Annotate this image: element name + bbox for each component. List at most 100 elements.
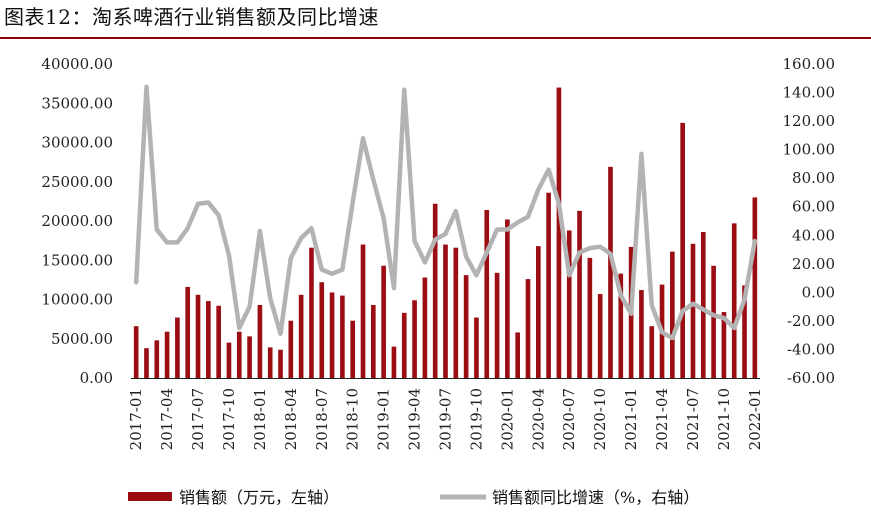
bar-2019-01 — [381, 265, 386, 378]
x-tick-label: 2020-01 — [498, 388, 516, 450]
bar-2018-07 — [319, 282, 325, 378]
bar-2017-09 — [216, 305, 221, 378]
right-tick-label: -60.00 — [787, 369, 835, 387]
bar-2017-03 — [154, 340, 160, 378]
bar-2018-02 — [267, 347, 273, 378]
left-axis: 0.00 5000.00 10000.00 15000.00 20000.00 25000… — [41, 55, 113, 387]
bar-2019-08 — [453, 247, 459, 378]
x-tick-label: 2021-10 — [715, 388, 733, 450]
left-tick-label: 35000.00 — [41, 94, 113, 112]
x-tick-label: 2020-04 — [529, 388, 547, 450]
title-divider — [0, 37, 871, 39]
bar-2019-12 — [494, 272, 500, 378]
bar-2017-05 — [175, 317, 180, 378]
bar-2017-11 — [236, 331, 242, 378]
legend-bar-swatch — [128, 492, 172, 501]
bar-2020-06 — [556, 87, 562, 379]
x-tick-label: 2020-10 — [591, 388, 609, 450]
bar-2020-11 — [608, 166, 613, 378]
right-tick-label: 100.00 — [783, 141, 836, 159]
x-tick-label: 2021-01 — [622, 388, 640, 450]
right-tick-label: 40.00 — [792, 226, 835, 244]
bar-2021-06 — [680, 122, 685, 379]
left-tick-label: 25000.00 — [41, 173, 113, 191]
x-tick-label: 2018-01 — [251, 388, 269, 450]
x-tick-label: 2022-01 — [746, 388, 764, 450]
right-axis: -60.00 -40.00 -20.00 0.00 20.00 40.00 60.00 80.… — [783, 55, 836, 387]
bar-2021-10 — [721, 312, 727, 378]
bar-2017-08 — [206, 301, 211, 378]
x-tick-label: 2017-04 — [158, 388, 176, 450]
bar-2019-11 — [484, 210, 490, 378]
bar-2017-02 — [144, 348, 149, 378]
right-tick-label: -20.00 — [787, 312, 835, 330]
bar-2020-09 — [587, 257, 593, 378]
bar-2021-05 — [670, 251, 675, 378]
yoy-growth-line — [133, 84, 758, 341]
bar-2021-09 — [711, 265, 716, 378]
x-tick-label: 2019-10 — [467, 388, 485, 450]
left-tick-label: 30000.00 — [41, 134, 113, 152]
x-tick-label: 2018-07 — [313, 388, 331, 450]
bar-2018-06 — [309, 247, 314, 378]
right-tick-label: 80.00 — [792, 169, 835, 187]
bar-2019-03 — [401, 312, 407, 378]
bar-2020-04 — [535, 246, 541, 378]
right-tick-label: 120.00 — [783, 112, 836, 130]
bar-2017-12 — [247, 336, 252, 378]
x-tick-label: 2018-04 — [282, 388, 300, 450]
right-tick-label: 140.00 — [783, 84, 836, 102]
left-tick-label: 10000.00 — [41, 291, 113, 309]
bar-2018-03 — [278, 349, 283, 378]
bar-2019-05 — [422, 277, 428, 378]
bar-2021-11 — [731, 223, 737, 378]
bar-2019-02 — [391, 346, 397, 378]
bar-2019-04 — [412, 300, 417, 378]
x-tick-label: 2017-10 — [220, 388, 238, 450]
bar-2020-03 — [525, 279, 531, 378]
bar-2020-12 — [618, 273, 624, 378]
bar-2022-01 — [752, 197, 758, 378]
bar-2018-12 — [371, 305, 376, 378]
bar-2021-12 — [742, 285, 747, 378]
bar-2018-08 — [329, 292, 335, 378]
x-tick-label: 2019-04 — [406, 388, 424, 450]
bar-2020-05 — [546, 192, 551, 378]
legend-bar-label: 销售额（万元，左轴） — [179, 488, 339, 507]
x-tick-label: 2017-01 — [127, 388, 145, 450]
bar-2020-08 — [577, 210, 582, 378]
bar-2017-07 — [195, 294, 201, 378]
bar-2018-10 — [350, 320, 356, 378]
bar-2021-02 — [639, 290, 644, 378]
chart-legend: 销售额（万元，左轴） 销售额同比增速（%，右轴） — [128, 488, 699, 507]
bar-2019-06 — [432, 203, 438, 378]
left-tick-label: 20000.00 — [41, 212, 113, 230]
legend-line-label: 销售额同比增速（%，右轴） — [492, 488, 699, 507]
bar-2020-10 — [597, 294, 603, 378]
x-axis: 2017-01 2017-04 2017-07 2017-10 2018-01 2018-… — [127, 378, 764, 450]
x-tick-label: 2019-07 — [437, 388, 455, 450]
bar-2019-09 — [463, 275, 469, 378]
bar-2017-01 — [133, 326, 139, 378]
bar-2017-06 — [185, 286, 191, 378]
right-tick-label: -40.00 — [787, 340, 835, 358]
x-tick-label: 2021-07 — [684, 388, 702, 450]
bar-2020-02 — [515, 332, 520, 378]
left-tick-label: 15000.00 — [41, 251, 113, 269]
bar-2018-04 — [288, 320, 294, 378]
left-tick-label: 5000.00 — [51, 330, 113, 348]
x-tick-label: 2021-04 — [653, 388, 671, 450]
line-series — [133, 84, 758, 341]
bar-2021-07 — [690, 243, 696, 378]
right-tick-label: 160.00 — [783, 55, 836, 73]
bar-2021-08 — [700, 231, 706, 378]
bar-2019-07 — [443, 244, 448, 378]
bar-2018-01 — [257, 305, 263, 378]
bar-series — [133, 87, 758, 379]
bar-2018-11 — [360, 244, 366, 378]
right-tick-label: 20.00 — [792, 255, 835, 273]
bar-2020-01 — [505, 219, 510, 378]
bar-2017-04 — [164, 331, 170, 378]
bar-2018-09 — [340, 295, 345, 378]
